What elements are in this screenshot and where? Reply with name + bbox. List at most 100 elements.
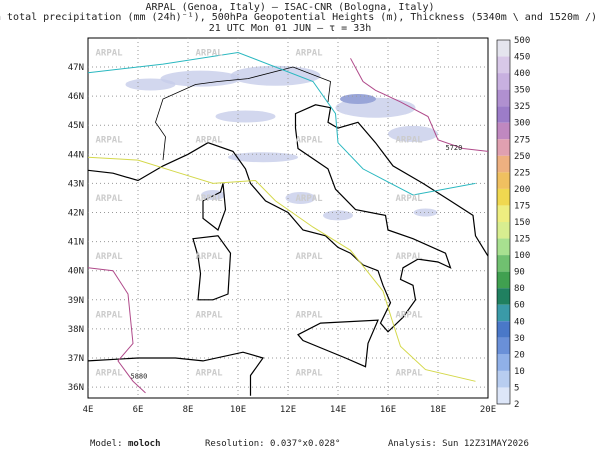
colorbar-label: 200 [514,185,530,195]
colorbar-segment [497,387,510,404]
precip-area [340,94,376,105]
lat-label: 44N [68,150,84,160]
lon-label: 8E [183,405,194,415]
colorbar-label: 10 [514,367,525,377]
colorbar-segment [497,188,510,206]
lon-label: 12E [280,405,296,415]
watermark: ARPAL [296,48,324,58]
lat-label: 41N [68,238,84,248]
lat-label: 46N [68,92,84,102]
colorbar-label: 80 [514,284,525,294]
contour [87,156,476,382]
colorbar-segment [497,73,510,90]
colorbar-segment [497,172,510,189]
colorbar-label: 20 [514,350,525,360]
colorbar-label: 30 [514,334,525,344]
lat-label: 36N [68,383,84,393]
coastline [87,104,489,333]
watermark: ARPAL [296,310,324,320]
watermark: ARPAL [296,136,324,146]
watermark: ARPAL [96,310,124,320]
watermark: ARPAL [396,310,424,320]
colorbar-label: 125 [514,235,530,245]
watermark: ARPAL [96,194,124,204]
watermark: ARPAL [396,368,424,378]
watermark: ARPAL [196,310,224,320]
contour [87,51,476,196]
lon-label: 6E [133,405,144,415]
colorbar-frame [496,39,511,405]
lon-label: 20E [480,405,496,415]
precip-area [388,125,438,142]
watermark: ARPAL [96,368,124,378]
colorbar-label: 100 [514,251,530,261]
watermark: ARPAL [196,252,224,262]
colorbar-label: 350 [514,86,530,96]
lon-label: 18E [430,405,446,415]
precip-area [323,210,353,221]
watermark: ARPAL [396,136,424,146]
watermark: ARPAL [296,368,324,378]
lat-label: 39N [68,296,84,306]
colorbar-segment [497,56,510,74]
island [297,319,379,368]
colorbar-segment [497,304,510,322]
watermark: ARPAL [96,48,124,58]
colorbar-segment [497,155,510,173]
watermark: ARPAL [396,252,424,262]
colorbar-label: 5 [514,383,519,393]
watermark: ARPAL [196,48,224,58]
precip-area [228,152,298,163]
colorbar-segment [497,370,510,388]
lon-label: 16E [380,405,396,415]
contour-label: 5880 [131,372,148,380]
precip-area [160,70,241,87]
border [155,66,331,161]
contour [87,267,146,394]
colorbar-label: 450 [514,53,530,63]
precip-area [413,208,438,217]
lat-label: 42N [68,209,84,219]
colorbar-segment [497,89,510,107]
title-line: 24h total precipitation (mm (24h)⁻¹), 50… [0,12,597,23]
island [202,183,227,231]
contour-label: 5720 [446,144,463,152]
colorbar-label: 275 [514,135,530,145]
lon-label: 10E [230,405,246,415]
lat-label: 38N [68,325,84,335]
colorbar-label: 500 [514,36,530,46]
colorbar-segment [497,271,510,289]
watermark: ARPAL [196,136,224,146]
colorbar-segment [497,288,510,305]
lon-label: 14E [330,405,346,415]
colorbar-label: 325 [514,102,530,112]
colorbar-label: 300 [514,119,530,129]
lat-label: 37N [68,354,84,364]
watermark: ARPAL [196,194,224,204]
colorbar-segment [497,354,510,371]
colorbar-segment [497,238,510,256]
lat-label: 45N [68,121,84,131]
watermark: ARPAL [96,136,124,146]
lon-label: 4E [83,405,94,415]
lat-label: 40N [68,267,84,277]
map: 5880 5720 ARPAL ARPAL ARPAL ARPAL ARPAL ARPAL AR… [87,38,489,398]
colorbar-segment [497,122,510,140]
watermark: ARPAL [296,252,324,262]
colorbar-segment [497,40,510,57]
title-line: ARPAL (Genoa, Italy) – ISAC-CNR (Bologna… [146,2,435,13]
colorbar-segment [497,139,510,156]
colorbar-segment [497,255,510,272]
precip-area [230,65,321,86]
watermark: ARPAL [96,252,124,262]
colorbar-label: 250 [514,152,530,162]
colorbar-segment [497,106,510,123]
coastline [87,351,264,396]
precip-area [125,78,176,91]
footer-label: Model: [90,439,123,449]
title-line: 21 UTC Mon 01 JUN – τ = 33h [209,23,372,34]
island [192,235,232,301]
watermark: ARPAL [396,194,424,204]
lat-label: 43N [68,179,84,189]
